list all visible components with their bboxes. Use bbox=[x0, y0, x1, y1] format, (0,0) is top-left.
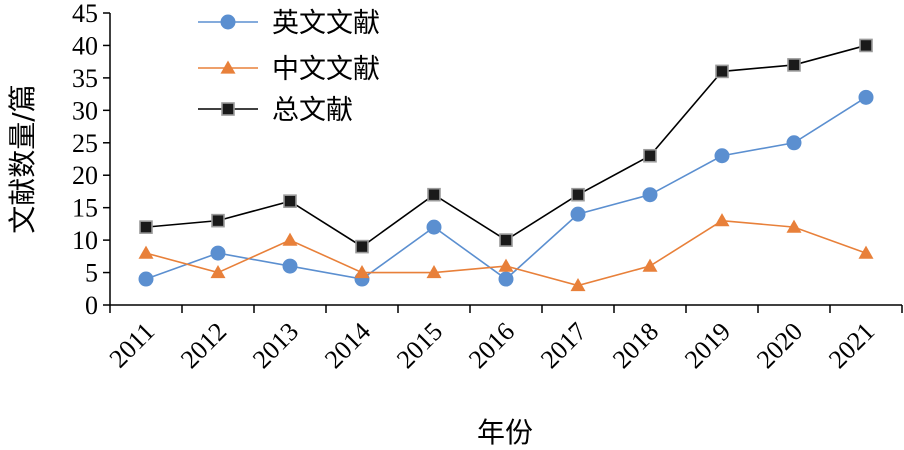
y-tick-label: 15 bbox=[72, 194, 98, 223]
legend-label: 中文文献 bbox=[272, 54, 380, 85]
x-ticks: 2011 2012 2013 2014 2015 2016 2017 2018 2019 2020… bbox=[104, 305, 903, 374]
data-point bbox=[787, 58, 801, 72]
data-point bbox=[498, 271, 514, 287]
data-point bbox=[571, 187, 585, 202]
data-point bbox=[786, 219, 802, 233]
legend-marker bbox=[220, 60, 236, 74]
data-point bbox=[858, 245, 874, 259]
y-tick-label: 35 bbox=[72, 64, 98, 93]
legend-item: 总文献 bbox=[198, 95, 353, 126]
y-tick-label: 45 bbox=[72, 0, 98, 28]
legend-marker bbox=[220, 14, 236, 30]
legend-label: 英文文献 bbox=[272, 8, 380, 39]
data-point bbox=[570, 278, 586, 292]
series-layer bbox=[138, 38, 874, 292]
data-point bbox=[139, 220, 153, 234]
data-point bbox=[786, 135, 802, 151]
data-point bbox=[138, 245, 154, 259]
y-tick-label: 40 bbox=[72, 31, 98, 60]
data-point bbox=[858, 89, 874, 105]
data-point bbox=[283, 194, 297, 208]
x-tick-label: 2012 bbox=[175, 317, 232, 374]
x-axis-title: 年份 bbox=[477, 416, 533, 449]
data-point bbox=[499, 233, 513, 247]
x-tick-label: 2014 bbox=[319, 317, 376, 374]
legend-item: 中文文献 bbox=[198, 54, 380, 85]
data-point bbox=[570, 206, 586, 222]
data-point bbox=[211, 213, 225, 228]
y-tick-label: 10 bbox=[72, 226, 98, 255]
y-tick-label: 5 bbox=[85, 259, 98, 288]
y-tick-label: 20 bbox=[72, 161, 98, 190]
data-point bbox=[643, 148, 657, 163]
y-axis-title: 文献数量/篇 bbox=[6, 84, 39, 233]
x-tick-label: 2021 bbox=[823, 317, 880, 374]
data-point bbox=[859, 38, 873, 53]
data-point bbox=[498, 258, 514, 272]
data-point bbox=[282, 258, 298, 274]
data-point bbox=[714, 213, 730, 227]
x-tick-label: 2013 bbox=[247, 317, 304, 374]
y-ticks: 0 5 10 15 20 25 30 35 40 45 bbox=[72, 0, 110, 320]
x-tick-label: 2018 bbox=[607, 317, 664, 374]
x-tick-label: 2017 bbox=[535, 317, 592, 374]
legend-marker bbox=[221, 102, 235, 116]
data-point bbox=[426, 265, 442, 279]
data-point bbox=[642, 258, 658, 272]
y-tick-label: 0 bbox=[85, 291, 98, 320]
x-tick-label: 2019 bbox=[679, 317, 736, 374]
data-point bbox=[714, 148, 730, 164]
series-line bbox=[145, 44, 867, 248]
data-point bbox=[138, 271, 154, 287]
x-tick-label: 2015 bbox=[391, 317, 448, 374]
data-point bbox=[282, 232, 298, 246]
legend-item: 英文文献 bbox=[198, 8, 380, 39]
x-tick-label: 2016 bbox=[463, 317, 520, 374]
x-tick-label: 2011 bbox=[104, 317, 161, 374]
data-point bbox=[355, 239, 369, 254]
y-tick-label: 25 bbox=[72, 129, 98, 158]
y-tick-label: 30 bbox=[72, 96, 98, 125]
series-line bbox=[145, 96, 867, 281]
x-tick-label: 2020 bbox=[751, 317, 808, 374]
legend-label: 总文献 bbox=[272, 95, 353, 126]
data-point bbox=[210, 265, 226, 279]
data-point bbox=[715, 64, 729, 79]
series-1 bbox=[138, 89, 874, 287]
data-point bbox=[427, 187, 441, 202]
data-point bbox=[426, 219, 442, 235]
data-point bbox=[354, 265, 370, 279]
series-3 bbox=[139, 38, 873, 254]
data-point bbox=[642, 187, 658, 203]
series-2 bbox=[138, 213, 874, 292]
data-point bbox=[210, 245, 226, 261]
